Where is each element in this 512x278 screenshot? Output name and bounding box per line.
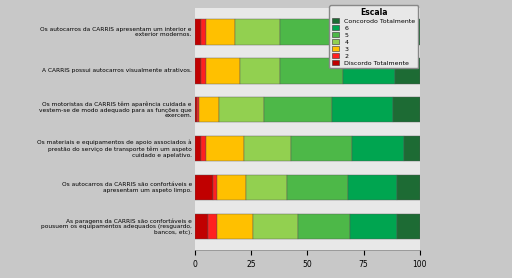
Bar (217, 175, 246, 200)
Bar (287, 175, 348, 200)
Bar (350, 214, 397, 239)
Bar (199, 97, 219, 123)
Bar (395, 58, 420, 84)
Bar (201, 19, 206, 45)
Bar (208, 214, 217, 239)
Bar (201, 136, 206, 161)
Bar (219, 97, 264, 123)
Bar (404, 136, 420, 161)
Bar (197, 97, 199, 123)
Bar (393, 97, 420, 123)
Legend: Concorodo Totalmente, 6, 5, 4, 3, 2, Discordo Totalmente: Concorodo Totalmente, 6, 5, 4, 3, 2, Dis… (329, 5, 418, 68)
Bar (201, 58, 206, 84)
Bar (291, 136, 352, 161)
Bar (264, 97, 332, 123)
Bar (246, 175, 287, 200)
Bar (195, 136, 201, 161)
Bar (280, 58, 343, 84)
Bar (206, 58, 240, 84)
Bar (341, 19, 393, 45)
Bar (195, 97, 197, 123)
Bar (217, 214, 253, 239)
Bar (244, 136, 291, 161)
Bar (240, 58, 280, 84)
Bar (235, 19, 280, 45)
Bar (195, 58, 201, 84)
Bar (397, 175, 420, 200)
Bar (195, 19, 201, 45)
Bar (348, 175, 397, 200)
Bar (298, 214, 350, 239)
Bar (332, 97, 393, 123)
Bar (253, 214, 298, 239)
Bar (393, 19, 420, 45)
Bar (280, 19, 341, 45)
Bar (195, 175, 212, 200)
Bar (352, 136, 404, 161)
Bar (206, 136, 244, 161)
Bar (195, 214, 208, 239)
Bar (212, 175, 217, 200)
Bar (397, 214, 420, 239)
Bar (206, 19, 235, 45)
Bar (343, 58, 395, 84)
